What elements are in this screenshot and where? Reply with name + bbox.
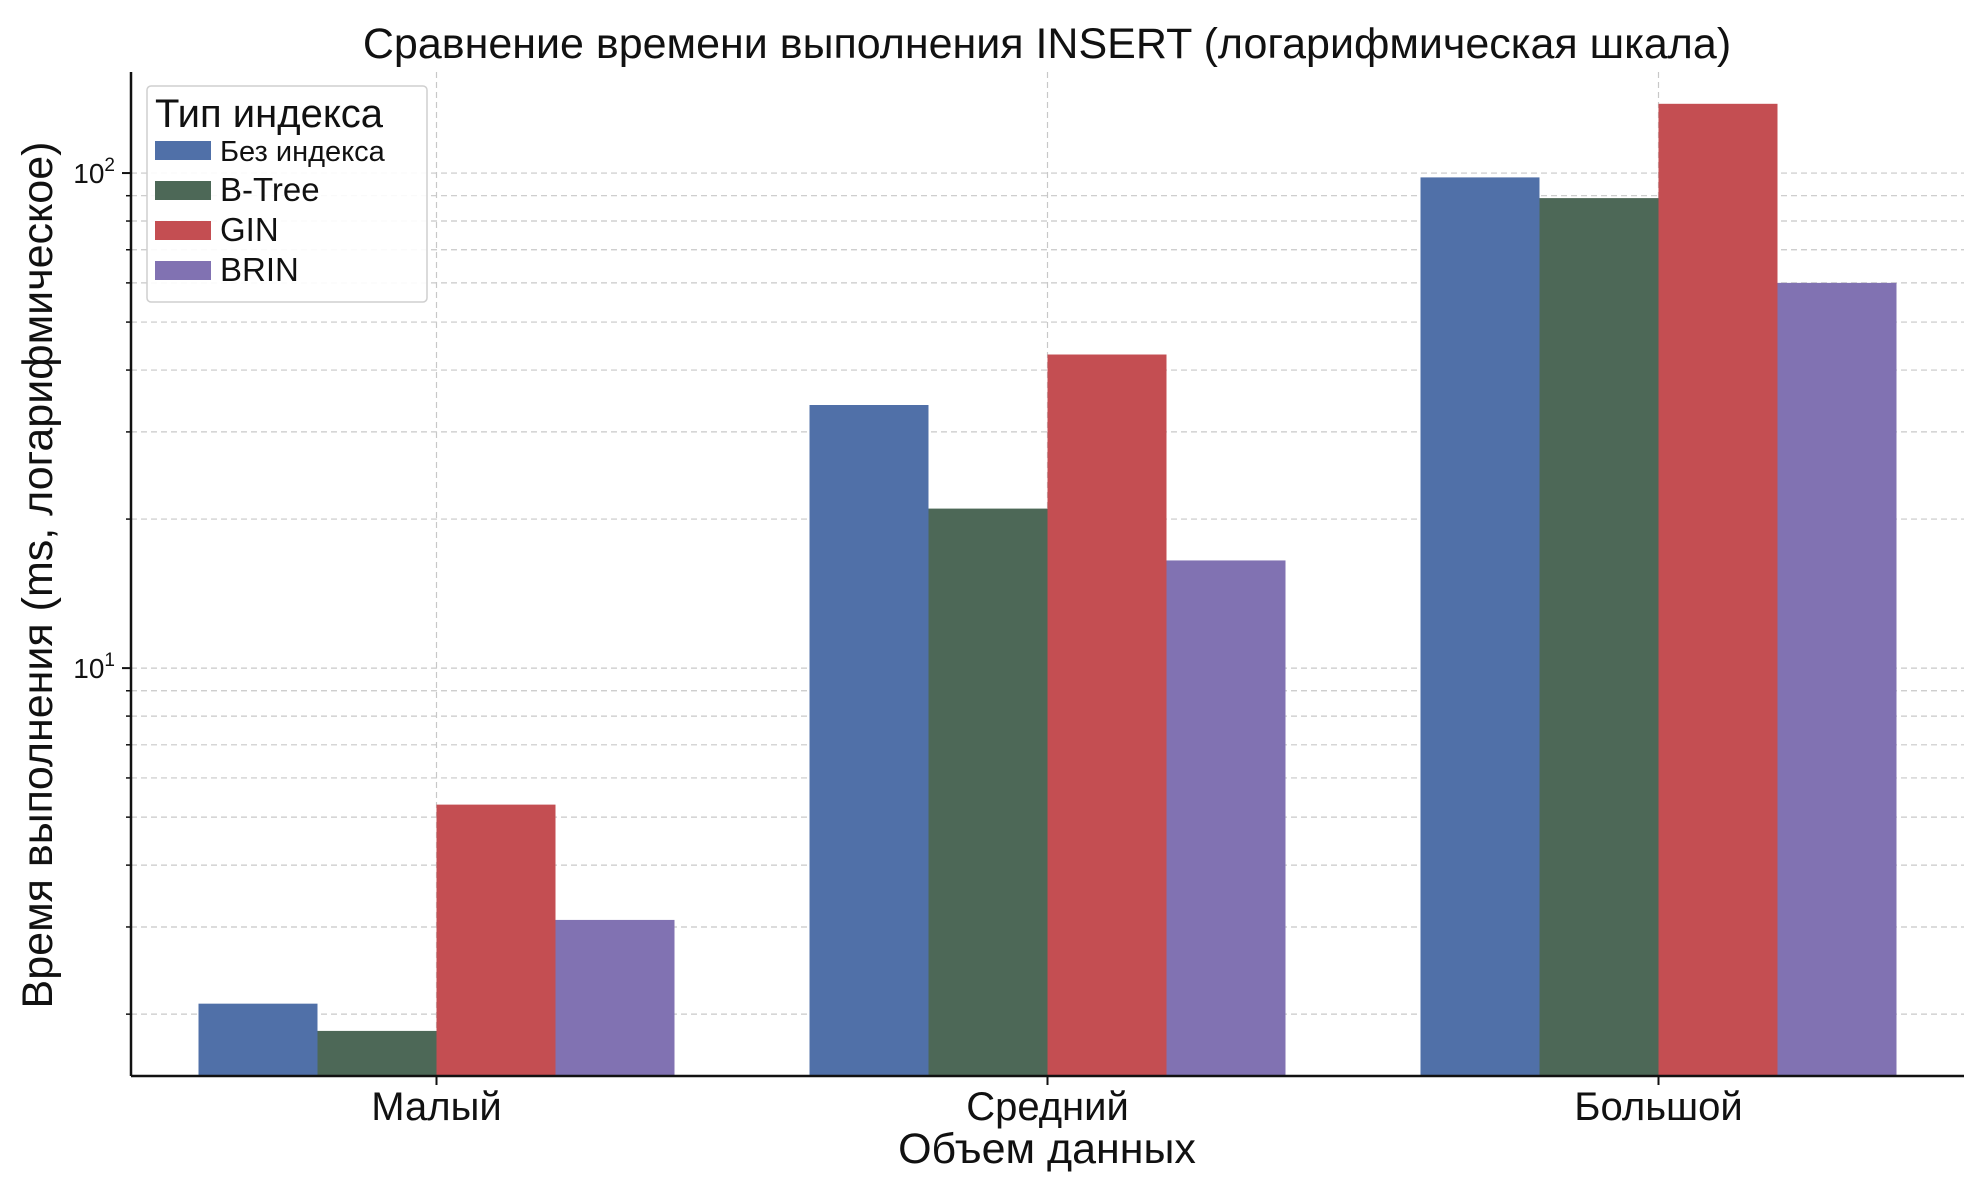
y-tick-label: 102 [73, 155, 115, 189]
legend-label: B-Tree [220, 171, 320, 208]
bar [436, 804, 556, 1076]
bar [1539, 198, 1659, 1077]
bar [198, 1003, 318, 1076]
bar [928, 508, 1048, 1076]
x-tick-labels: Малый Средний Большой [371, 1085, 1742, 1129]
x-tick-label: Малый [371, 1085, 501, 1129]
bar [1166, 560, 1286, 1076]
legend-swatch [155, 261, 211, 280]
bar [1420, 177, 1540, 1076]
y-tick-label: 101 [73, 650, 115, 684]
chart-title: Сравнение времени выполнения INSERT (лог… [363, 20, 1731, 68]
bar [1777, 282, 1897, 1076]
legend-swatch [155, 221, 211, 240]
legend-label: BRIN [220, 251, 299, 288]
bars [198, 103, 1897, 1077]
legend-label: Без индекса [220, 136, 386, 168]
legend-swatch [155, 141, 211, 160]
bar [1658, 103, 1778, 1077]
legend-title: Тип индекса [155, 92, 384, 136]
x-tick-label: Большой [1574, 1085, 1742, 1129]
x-axis-label: Объем данных [898, 1125, 1196, 1173]
legend-frame [146, 85, 428, 303]
bar [317, 1030, 437, 1076]
ticks: 101 102 [73, 155, 1660, 1085]
legend-swatch [155, 181, 211, 200]
bar [555, 919, 675, 1076]
y-axis-label: Время выполнения (ms, логарифмическое) [14, 142, 62, 1009]
x-tick-label: Средний [966, 1085, 1129, 1129]
legend-label: GIN [220, 211, 279, 248]
bar [809, 404, 929, 1077]
bar [1047, 354, 1167, 1076]
